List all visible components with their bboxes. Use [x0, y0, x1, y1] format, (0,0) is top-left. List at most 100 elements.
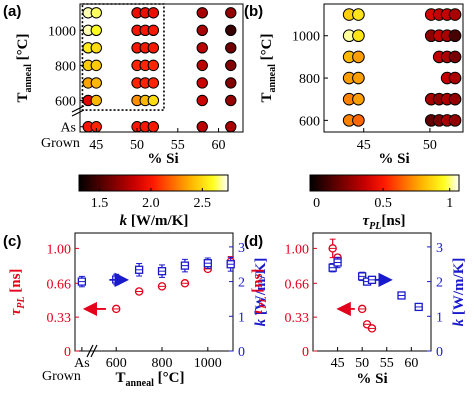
panel-c-chart: As 600 800 1000 0 0.33 0.66 1.00 0 1 2 3 Grown Tann… [8, 232, 269, 389]
panel-a-ylabel: Tanneal [°C] [15, 34, 34, 103]
heatmap-dot [90, 42, 103, 54]
panel-a-grown-label: Grown [41, 136, 80, 151]
panel-a-ylabel-sub: anneal [23, 64, 34, 93]
panel-b-markers [342, 8, 462, 127]
panel-a-ylabel-unit: [°C] [15, 34, 31, 65]
y-tick-label: 1000 [292, 30, 320, 45]
panel-a-ylabel-main: T [15, 92, 31, 102]
panel-b-ylabel-unit: [°C] [259, 34, 275, 65]
highlight-box [81, 3, 165, 111]
y-right-tick-label: 0 [436, 345, 443, 360]
panel-c-ylabel-right-main: k [253, 318, 269, 326]
panel-label-d: (d) [244, 233, 263, 250]
heatmap-dot [448, 8, 462, 21]
colorbar-tick-label: 1 [446, 196, 453, 211]
panel-c-xlabel-unit: [°C] [154, 370, 185, 386]
panel-a-colorbar [78, 174, 229, 192]
panel-a-colorbar-ticks: 1.5 2.0 2.5 [91, 188, 211, 211]
heatmap-dot [90, 59, 103, 72]
heatmap-dot [225, 121, 237, 133]
y-left-tick-label: 1.00 [285, 242, 310, 257]
panel-d-axes-frame [312, 232, 432, 352]
heatmap-dot [448, 71, 462, 85]
heatmap-dot [90, 7, 103, 19]
panel-b-xlabel: % Si [378, 151, 409, 167]
panel-c-ylabel-left: τPL [ns] [8, 269, 27, 316]
y-left-tick-label: 0.33 [285, 311, 310, 326]
panel-c-ylabel-left-sub: PL [16, 297, 27, 309]
panel-c-xlabel-sub: anneal [126, 378, 155, 389]
y-left-tick-label: 0.66 [47, 277, 72, 292]
panel-b-colorbar-label-sub: PL [369, 221, 381, 232]
y-right-tick-label: 3 [238, 241, 245, 256]
heatmap-dot [352, 50, 365, 64]
panel-a-colorbar-label-unit: [W/m/K] [127, 213, 188, 229]
panel-label-c: (c) [3, 233, 21, 250]
panel-b-colorbar-label-unit: [ns] [381, 213, 405, 229]
heatmap-dot [448, 92, 462, 106]
heatmap-dot [147, 42, 160, 54]
x-tick-label: 45 [331, 356, 345, 371]
x-tick-label: As [74, 356, 90, 371]
heatmap-dot [225, 42, 237, 54]
y-left-tick-label: 0 [302, 345, 309, 360]
panel-d-ylabel-left-unit: [ns] [250, 269, 266, 297]
heatmap-dot [90, 77, 103, 89]
panel-d-ylabel-left-main: τ [250, 307, 266, 315]
heatmap-dot [196, 24, 208, 37]
panel-c-ylabel-left-unit: [ns] [8, 269, 24, 297]
heatmap-dot [352, 29, 365, 43]
colorbar-tick-label: 1.5 [91, 196, 109, 211]
colorbar-tick-label: 0 [313, 196, 320, 211]
heatmap-dot [147, 94, 160, 107]
panel-b-colorbar-label: τPL[ns] [362, 213, 405, 232]
panel-b-colorbar-label-main: τ [362, 213, 370, 229]
panel-b-ticks: 45 50 1000 800 600 [292, 30, 437, 153]
y-tick-label: 600 [55, 94, 76, 109]
heatmap-dot [352, 71, 365, 85]
panel-c-ylabel-right: k [W/m/K] [253, 258, 269, 327]
panel-c-ticks: As 600 800 1000 0 0.33 0.66 1.00 0 1 2 3 [47, 241, 246, 371]
x-tick-label: 600 [106, 356, 127, 371]
panel-d-markers [328, 238, 423, 333]
heatmap-dot [225, 59, 237, 72]
panel-b-ylabel: Tanneal [°C] [259, 34, 278, 103]
y-tick-label: 600 [299, 114, 320, 129]
heatmap-dot [448, 29, 462, 43]
y-right-tick-label: 2 [238, 276, 245, 291]
x-tick-label: 55 [171, 138, 185, 153]
panel-d-ylabel-right: k [W/m/K] [451, 258, 467, 327]
heatmap-dot [196, 7, 208, 19]
x-tick-label: 60 [404, 356, 418, 371]
panel-label-a: (a) [3, 3, 21, 20]
heatmap-dot [196, 59, 208, 72]
heatmap-dot [225, 24, 237, 37]
heatmap-dot [352, 8, 365, 21]
panel-b-ylabel-main: T [259, 92, 275, 102]
heatmap-dot [352, 114, 365, 127]
x-tick-label: 50 [130, 138, 144, 153]
panel-c-axes-frame [74, 232, 234, 352]
panel-b-axes-frame [323, 3, 464, 133]
heatmap-dot [196, 77, 208, 89]
y-tick-label: 800 [55, 59, 76, 74]
heatmap-dot [225, 77, 237, 89]
panel-c-ylabel-left-main: τ [8, 307, 24, 315]
y-left-tick-label: 0 [64, 345, 71, 360]
panel-a-ticks: 45 50 55 60 1000 800 600 As [48, 24, 226, 153]
y-right-tick-label: 2 [436, 276, 443, 291]
colorbar-tick-label: 0.5 [374, 196, 392, 211]
panel-a-colorbar-label: k [W/m/K] [120, 213, 189, 229]
heatmap-dot [196, 121, 208, 133]
panel-c-xlabel: Tanneal [°C] [116, 370, 185, 389]
colorbar-tick-label: 2.0 [142, 196, 160, 211]
heatmap-dot [196, 94, 208, 107]
y-tick-label: 800 [299, 72, 320, 87]
panel-a-chart: 45 50 55 60 1000 800 600 As Grown % Si Tanneal … [15, 3, 244, 229]
panel-a-colorbar-label-main: k [120, 213, 128, 229]
y-tick-label: As [60, 121, 76, 136]
